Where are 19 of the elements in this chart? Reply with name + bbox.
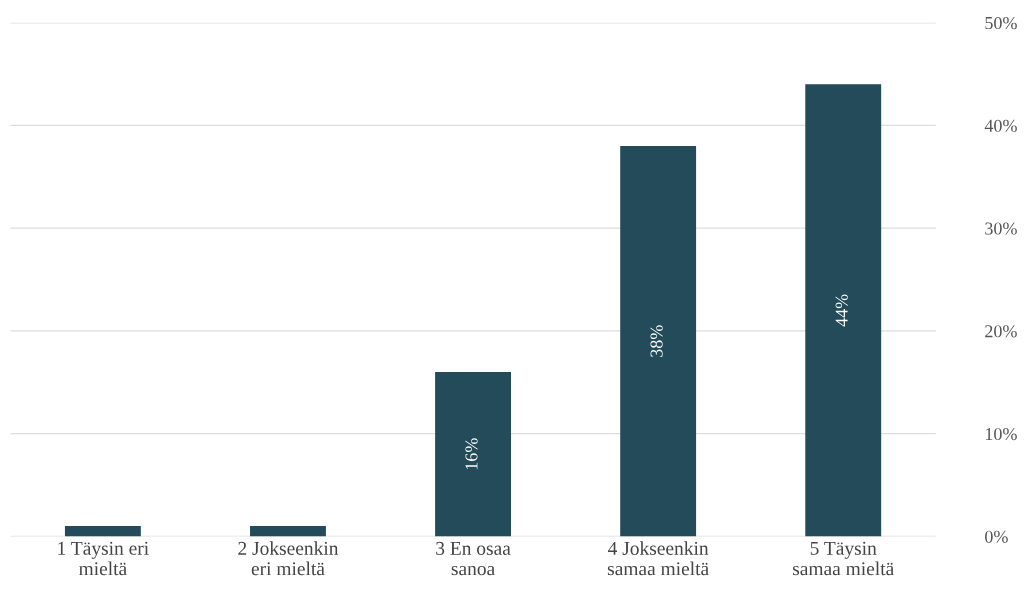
y-tick-label: 0%	[985, 530, 1008, 543]
bar	[250, 526, 326, 537]
y-tick-label: 20%	[985, 325, 1017, 338]
x-tick-label: 3 En osaa sanoa	[436, 541, 511, 576]
data-label: 38%	[650, 325, 663, 357]
x-tick-label: 5 Täysin samaa mieltä	[793, 541, 894, 576]
bar	[64, 526, 141, 537]
y-tick-label: 50%	[985, 16, 1017, 30]
bar	[435, 371, 511, 537]
y-tick-label: 10%	[985, 427, 1017, 441]
y-tick-label: 40%	[984, 119, 1017, 132]
x-tick-label: 4 Jokseenkin samaa mieltä	[607, 541, 709, 576]
x-tick-label: 2 Jokseenkin eri mieltä	[238, 541, 339, 576]
bar	[805, 84, 882, 537]
y-tick-label: 30%	[985, 222, 1017, 235]
data-label: 16%	[465, 438, 478, 470]
x-tick-label: 1 Täysin eri mieltä	[58, 541, 149, 576]
data-label: 44%	[835, 294, 848, 327]
bar	[620, 145, 697, 537]
